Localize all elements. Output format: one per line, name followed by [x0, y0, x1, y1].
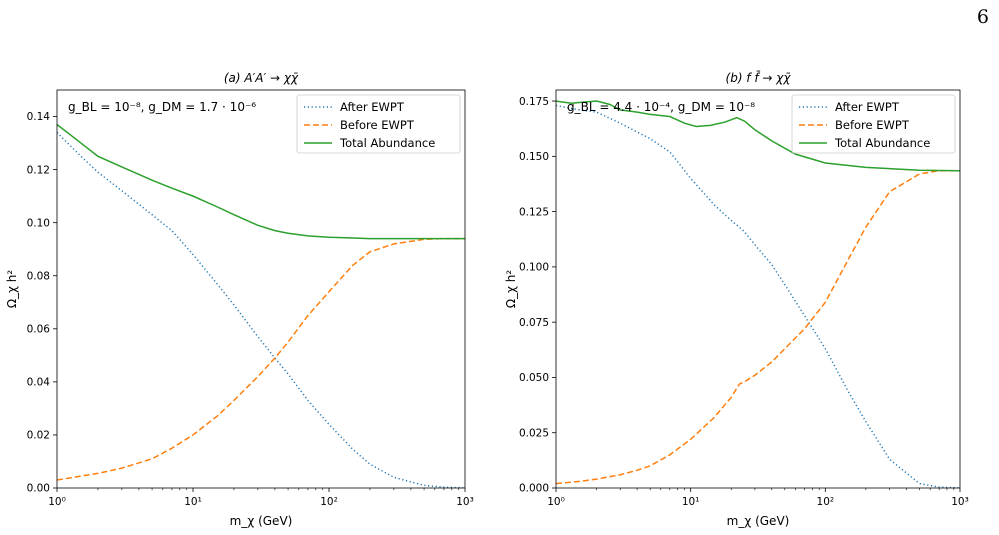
y-tick-label: 0.10: [27, 217, 50, 229]
x-tick-label: 10³: [951, 496, 969, 508]
y-tick-label: 0.02: [27, 430, 50, 442]
y-tick-label: 0.125: [519, 206, 549, 218]
x-axis-label: m_χ (GeV): [230, 514, 293, 528]
x-tick-label: 10²: [817, 496, 835, 508]
chart-title: (b) f f̄ → χχ̄: [726, 71, 792, 85]
y-tick-label: 0.14: [27, 111, 51, 123]
x-tick-label: 10⁰: [547, 496, 565, 508]
x-tick-label: 10¹: [184, 496, 202, 508]
y-tick-label: 0.08: [27, 270, 50, 282]
legend-label: Total Abundance: [834, 136, 930, 150]
plot-frame: [56, 89, 466, 489]
series-line-after-ewpt: [556, 104, 960, 488]
y-tick-label: 0.12: [27, 164, 50, 176]
plot-frame: [555, 89, 961, 489]
series-line-before-ewpt: [556, 169, 960, 485]
y-tick-label: 0.00: [27, 483, 50, 495]
page-number: 6: [976, 6, 989, 28]
legend-label: Before EWPT: [340, 118, 415, 132]
chart-panel-b: 10⁰ 10¹ 10² 10³ 0.000 0.025 0.050 0.075 0.100 0.1…: [504, 71, 969, 528]
y-tick-label: 0.075: [519, 317, 549, 329]
legend-label: After EWPT: [835, 100, 900, 114]
y-tick-label: 0.025: [519, 427, 549, 439]
y-tick-label: 0.050: [519, 372, 549, 384]
legend-label: Before EWPT: [835, 118, 910, 132]
legend-box: [296, 94, 461, 154]
legend-label: Total Abundance: [339, 136, 435, 150]
legend-box: [791, 94, 956, 154]
y-tick-label: 0.04: [27, 377, 51, 389]
x-axis-label: m_χ (GeV): [727, 514, 790, 528]
y-tick-label: 0.000: [519, 483, 549, 495]
x-tick-label: 10¹: [682, 496, 700, 508]
x-tick-label: 10²: [320, 496, 338, 508]
y-tick-label: 0.06: [27, 324, 51, 336]
series-line-before-ewpt: [57, 237, 465, 481]
y-axis-label: Ω_χ h²: [504, 270, 518, 309]
coupling-annotation: g_BL = 10⁻⁸, g_DM = 1.7 · 10⁻⁶: [68, 100, 256, 114]
y-tick-label: 0.100: [519, 262, 549, 274]
chart-panel-a: 10⁰ 10¹ 10² 10³ 0.00 0.02 0.04 0.06 0.08 0.10 0.12…: [5, 71, 474, 528]
y-tick-label: 0.175: [519, 96, 549, 108]
series-line-after-ewpt: [57, 131, 465, 488]
series-line-total-abundance: [57, 123, 465, 240]
series-line-total-abundance: [556, 100, 960, 172]
legend-label: After EWPT: [340, 100, 405, 114]
y-axis-label: Ω_χ h²: [5, 270, 19, 309]
x-tick-label: 10³: [456, 496, 474, 508]
x-tick-label: 10⁰: [48, 496, 66, 508]
y-tick-label: 0.150: [519, 151, 549, 163]
chart-title: (a) A′A′ → χχ̄: [224, 71, 299, 85]
coupling-annotation: g_BL = 4.4 · 10⁻⁴, g_DM = 10⁻⁸: [567, 100, 755, 114]
